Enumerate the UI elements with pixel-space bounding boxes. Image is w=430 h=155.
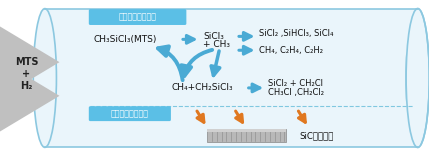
FancyBboxPatch shape: [207, 128, 286, 131]
Ellipse shape: [406, 9, 429, 147]
Text: SiCl₂ ,SiHCl₃, SiCl₄: SiCl₂ ,SiHCl₃, SiCl₄: [259, 29, 334, 38]
FancyBboxPatch shape: [89, 9, 186, 25]
FancyBboxPatch shape: [45, 9, 418, 147]
Text: MTS
+
H₂: MTS + H₂: [15, 58, 38, 91]
Text: CH₄, C₂H₄, C₂H₂: CH₄, C₂H₄, C₂H₂: [259, 46, 323, 55]
Text: CH₃Cl ,CH₂Cl₂: CH₃Cl ,CH₂Cl₂: [268, 88, 324, 97]
Ellipse shape: [33, 9, 56, 147]
FancyBboxPatch shape: [89, 106, 171, 121]
Text: CH₄+CH₂SiCl₃: CH₄+CH₂SiCl₃: [172, 83, 233, 92]
Text: 気相での原料分解: 気相での原料分解: [119, 13, 157, 22]
Text: + CH₃: + CH₃: [203, 40, 230, 49]
Text: SiCl₂ + CH₂Cl: SiCl₂ + CH₂Cl: [268, 80, 323, 89]
FancyBboxPatch shape: [406, 9, 420, 147]
Text: 表面での製膜反応: 表面での製膜反応: [111, 109, 149, 118]
Text: SiCフェルト: SiCフェルト: [299, 131, 333, 140]
Text: CH₃SiCl₃(MTS): CH₃SiCl₃(MTS): [93, 35, 157, 44]
Text: SiCl₃: SiCl₃: [203, 32, 224, 41]
FancyBboxPatch shape: [207, 128, 286, 142]
